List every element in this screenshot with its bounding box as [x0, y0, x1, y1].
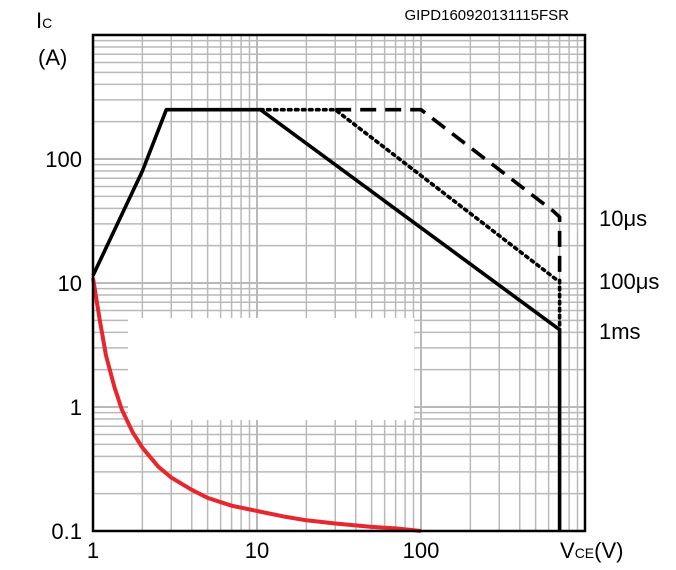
x-axis-label-main: V — [560, 538, 575, 563]
y-tick-label: 1 — [70, 395, 82, 420]
y-tick-label: 0.1 — [51, 519, 82, 544]
x-tick-label: 100 — [403, 538, 440, 563]
blank-region — [128, 318, 414, 420]
series-100us — [258, 107, 562, 332]
x-axis-label-sub: CE — [575, 545, 594, 561]
series-labels: 1ms 100μs 10μs — [599, 206, 659, 344]
plot-frame — [91, 33, 587, 533]
y-tick-label: 100 — [45, 147, 82, 172]
x-tick-label: 1 — [87, 538, 99, 563]
series-dc-curve — [91, 277, 422, 533]
series-label-100us: 100μs — [599, 269, 659, 294]
x-axis-label: VCE(V) — [560, 538, 623, 563]
x-axis-label-unit: (V) — [594, 538, 623, 563]
series-1ms — [91, 107, 562, 531]
y-axis-label: IC — [36, 8, 52, 33]
series-10us — [335, 107, 562, 281]
x-tick-label: 10 — [245, 538, 269, 563]
y-tick-label: 10 — [58, 271, 82, 296]
series-label-10us: 10μs — [599, 206, 647, 231]
y-axis-label-main: I — [36, 8, 42, 33]
series-label-1ms: 1ms — [599, 319, 641, 344]
y-axis-label-sub: C — [42, 15, 52, 31]
figure-code: GIPD160920131115FSR — [404, 7, 569, 24]
y-axis-unit: (A) — [38, 45, 67, 70]
series-layer — [91, 107, 562, 533]
